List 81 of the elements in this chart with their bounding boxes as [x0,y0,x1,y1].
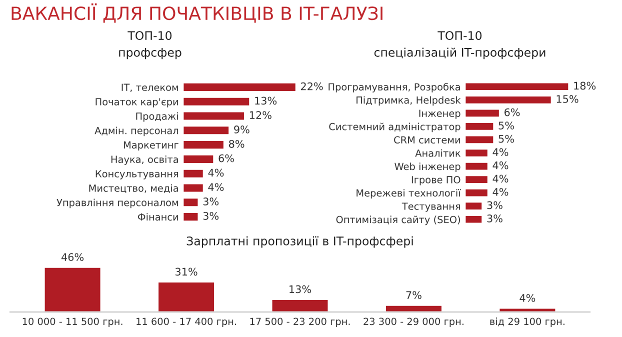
bar [183,168,204,179]
data-label: 9% [234,126,250,134]
bar [43,266,102,312]
data-label: 12% [250,111,272,120]
y-tick-label: Оптимізація сайту (SEO) [336,216,460,226]
data-label: 8% [228,140,244,148]
y-tick-label: Початок кар'єри [96,98,178,108]
bar [465,188,489,198]
x-tick-label: від 29 100 грн. [490,318,564,327]
bar [183,82,297,92]
bar [465,148,489,158]
bar [465,122,495,132]
data-label: 18% [574,82,596,90]
bar [465,108,500,118]
y-tick-label: CRM системи [394,136,460,144]
bar [465,174,489,184]
data-label: 4% [492,148,508,156]
x-tick-label: 23 300 - 29 000 грн. [364,318,464,327]
y-tick-label: Управління персоналом [56,198,178,208]
x-tick-label: 10 000 - 11 500 грн. [22,318,122,327]
y-tick-label: Інженер [419,110,460,119]
data-label: 3% [203,198,219,206]
bar [384,304,443,312]
y-tick-label: Системний адміністратор [329,122,460,132]
data-label: 13% [290,285,311,294]
bar [183,125,230,136]
y-tick-label: Підтримка, Helpdesk [356,96,461,106]
data-label: 3% [487,201,502,210]
data-label: 3% [487,214,502,222]
data-label: 13% [255,96,277,105]
x-tick-label: 17 500 - 23 200 грн. [250,318,350,327]
bar [183,154,215,164]
chart-title: Зарплатні пропозиції в IT-профсфері [186,236,413,248]
y-tick-label: IT, телеком [122,84,178,92]
bar [465,201,484,211]
bar [465,214,484,224]
data-label: 4% [520,294,536,302]
y-tick-label: Консультування [96,170,178,180]
bar [270,298,330,312]
data-label: 22% [301,82,323,90]
data-label: 6% [504,108,520,116]
data-label: 4% [492,174,508,183]
y-tick-label: Маркетинг [124,141,178,151]
data-label: 5% [498,122,514,130]
chart-subtitle: ТОП-10 профсфер [119,31,182,60]
bar [183,110,246,122]
y-tick-label: Ігрове ПО [412,176,460,186]
y-tick-label: Адмін. персонал [94,126,178,136]
data-label: 3% [203,212,219,220]
data-label: 4% [208,168,224,177]
bar [157,281,216,312]
y-tick-label: Аналітик [415,149,461,157]
bar [183,96,251,107]
y-tick-label: Фінанси [138,213,178,221]
bar [465,161,489,172]
data-label: 6% [218,154,234,162]
bar [465,82,570,92]
y-tick-label: Мистецтво, медіа [89,184,178,194]
data-label: 4% [208,183,224,192]
chart-title: ТОП-10 спеціалізацій IT-профсфери [374,31,546,60]
y-tick-label: Web інженер [394,162,460,172]
bar [183,197,200,208]
data-label: 5% [498,134,514,143]
bar [183,182,204,194]
data-label: 7% [406,291,422,299]
y-tick-label: Тестування [402,202,460,212]
data-label: 46% [61,253,84,262]
data-label: 31% [175,268,198,276]
bar [183,140,225,150]
data-label: 15% [556,95,578,103]
chart-title: ВАКАНСІЇ ДЛЯ ПОЧАТКІВЦІВ В IT-ГАЛУЗІ [12,3,382,23]
data-label: 4% [492,188,508,196]
bar [465,134,495,145]
y-tick-label: Наука, освіта [111,156,178,165]
bar [183,212,200,222]
y-tick-label: Продажі [136,112,178,122]
x-tick-label: 11 600 - 17 400 грн. [136,318,236,327]
bar [465,95,552,105]
y-tick-label: Мережеві технології [356,189,461,199]
y-tick-label: Програмування, Розробка [328,82,460,92]
data-label: 4% [492,161,508,170]
